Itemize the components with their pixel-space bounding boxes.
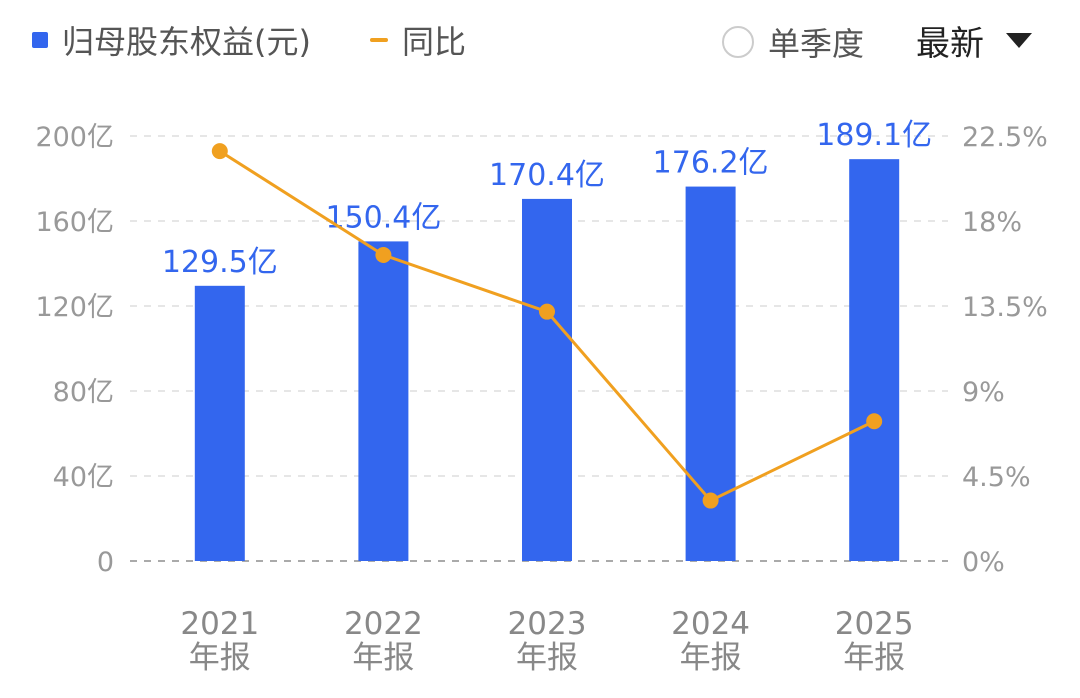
x-tick-label-year: 2022 (344, 606, 423, 642)
x-tick-label-period: 年报 (680, 640, 742, 676)
y-right-tick-label: 13.5% (962, 292, 1048, 323)
yoy-point (866, 413, 883, 430)
y-right-tick-label: 18% (962, 207, 1022, 238)
y-left-tick-label: 40亿 (53, 462, 114, 493)
x-tick-label-year: 2023 (508, 606, 587, 642)
y-left-tick-label: 0 (97, 547, 114, 578)
caret-down-icon (1006, 32, 1032, 48)
bar-value-label: 170.4亿 (489, 158, 605, 193)
x-tick-label-period: 年报 (352, 640, 414, 676)
bar (194, 285, 245, 561)
legend-line-swatch (370, 38, 388, 42)
legend-label-yoy: 同比 (402, 23, 467, 61)
single-quarter-toggle[interactable]: 单季度 (722, 18, 864, 66)
yoy-point (539, 303, 555, 320)
x-tick-label-period: 年报 (843, 640, 905, 676)
x-tick-label-year: 2021 (180, 606, 259, 642)
bar-value-label: 129.5亿 (162, 245, 278, 280)
legend-item-yoy[interactable]: 同比 (370, 14, 466, 66)
bar (358, 241, 409, 561)
y-right-tick-label: 0% (962, 547, 1005, 578)
y-right-tick-label: 22.5% (962, 122, 1048, 153)
y-right-tick-label: 9% (962, 377, 1005, 408)
radio-icon[interactable] (722, 26, 754, 58)
y-left-tick-label: 80亿 (53, 377, 114, 408)
bar (522, 198, 572, 561)
bar-value-label: 176.2亿 (653, 146, 769, 181)
x-tick-label-period: 年报 (516, 640, 578, 676)
yoy-point (375, 247, 392, 263)
legend-label-equity: 归母股东权益(元) (62, 23, 311, 61)
x-tick-label-period: 年报 (189, 640, 251, 676)
period-dropdown[interactable]: 最新 (916, 14, 1032, 66)
y-left-tick-label: 160亿 (35, 207, 114, 238)
x-tick-label-year: 2025 (835, 606, 914, 642)
chart-header: 归母股东权益(元) 同比 单季度 最新 (0, 0, 1080, 80)
legend-bar-swatch (32, 32, 48, 48)
x-tick-label-year: 2024 (671, 606, 750, 642)
single-quarter-label: 单季度 (768, 25, 865, 63)
legend-item-equity[interactable]: 归母股东权益(元) (32, 14, 311, 66)
y-left-tick-label: 200亿 (35, 122, 114, 153)
y-left-tick-label: 120亿 (35, 292, 114, 323)
y-right-tick-label: 4.5% (962, 462, 1031, 493)
period-dropdown-value: 最新 (916, 23, 984, 64)
bar-value-label: 189.1亿 (816, 118, 932, 153)
yoy-point (702, 492, 719, 509)
bar (849, 159, 900, 561)
yoy-point (211, 143, 228, 160)
